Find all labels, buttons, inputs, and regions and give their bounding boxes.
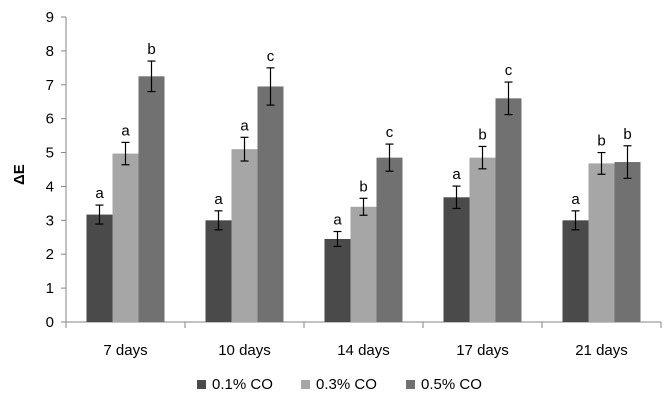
legend-swatch xyxy=(406,380,415,389)
legend-swatch xyxy=(197,380,206,389)
x-tick-label: 14 days xyxy=(337,342,390,359)
bar xyxy=(495,98,522,322)
bar xyxy=(588,163,615,322)
significance-label: a xyxy=(452,166,461,183)
bar xyxy=(562,220,589,322)
plot-area: 0 1 2 3 4 5 6 7 8 9 ΔE 7 days 10 days 14 days 17 days 2… xyxy=(11,9,662,359)
bar xyxy=(112,153,139,322)
y-tick-label: 2 xyxy=(46,246,54,263)
significance-label: c xyxy=(267,48,275,65)
y-axis-label: ΔE xyxy=(11,164,28,185)
y-tick-label: 3 xyxy=(46,212,54,229)
bar xyxy=(257,86,284,322)
significance-label: b xyxy=(623,126,631,143)
significance-label: a xyxy=(121,122,130,139)
legend-label: 0.1% CO xyxy=(212,376,273,393)
significance-label: a xyxy=(333,212,342,229)
y-tick-label: 4 xyxy=(46,178,54,195)
bar xyxy=(138,76,165,322)
significance-label: b xyxy=(147,41,155,58)
x-tick-label: 21 days xyxy=(575,342,628,359)
significance-label: c xyxy=(505,62,513,79)
bar xyxy=(376,157,403,322)
y-tick-label: 1 xyxy=(46,280,54,297)
y-tick-label: 6 xyxy=(46,111,54,128)
significance-label: b xyxy=(359,178,367,195)
significance-label: a xyxy=(571,191,580,208)
x-tick-label: 7 days xyxy=(103,342,147,359)
significance-label: a xyxy=(214,191,223,208)
significance-label: c xyxy=(386,124,394,141)
significance-label: b xyxy=(597,133,605,150)
x-tick-label: 10 days xyxy=(218,342,271,359)
bar xyxy=(469,157,496,322)
x-tick-label: 17 days xyxy=(456,342,509,359)
legend: 0.1% CO 0.3% CO 0.5% CO xyxy=(197,376,482,393)
bar xyxy=(443,197,470,322)
bar xyxy=(350,206,377,322)
y-tick-label: 9 xyxy=(46,9,54,26)
y-tick-label: 0 xyxy=(46,314,54,331)
bar xyxy=(205,220,232,322)
legend-label: 0.3% CO xyxy=(316,376,377,393)
bar xyxy=(86,214,113,322)
legend-label: 0.5% CO xyxy=(421,376,482,393)
legend-swatch xyxy=(301,380,310,389)
significance-label: b xyxy=(478,126,486,143)
significance-label: a xyxy=(95,185,104,202)
bar xyxy=(614,162,641,322)
significance-label: a xyxy=(240,117,249,134)
y-tick-label: 8 xyxy=(46,43,54,60)
y-tick-label: 5 xyxy=(46,145,54,162)
bar xyxy=(324,238,351,322)
bar xyxy=(231,149,258,322)
y-tick-label: 7 xyxy=(46,77,54,94)
